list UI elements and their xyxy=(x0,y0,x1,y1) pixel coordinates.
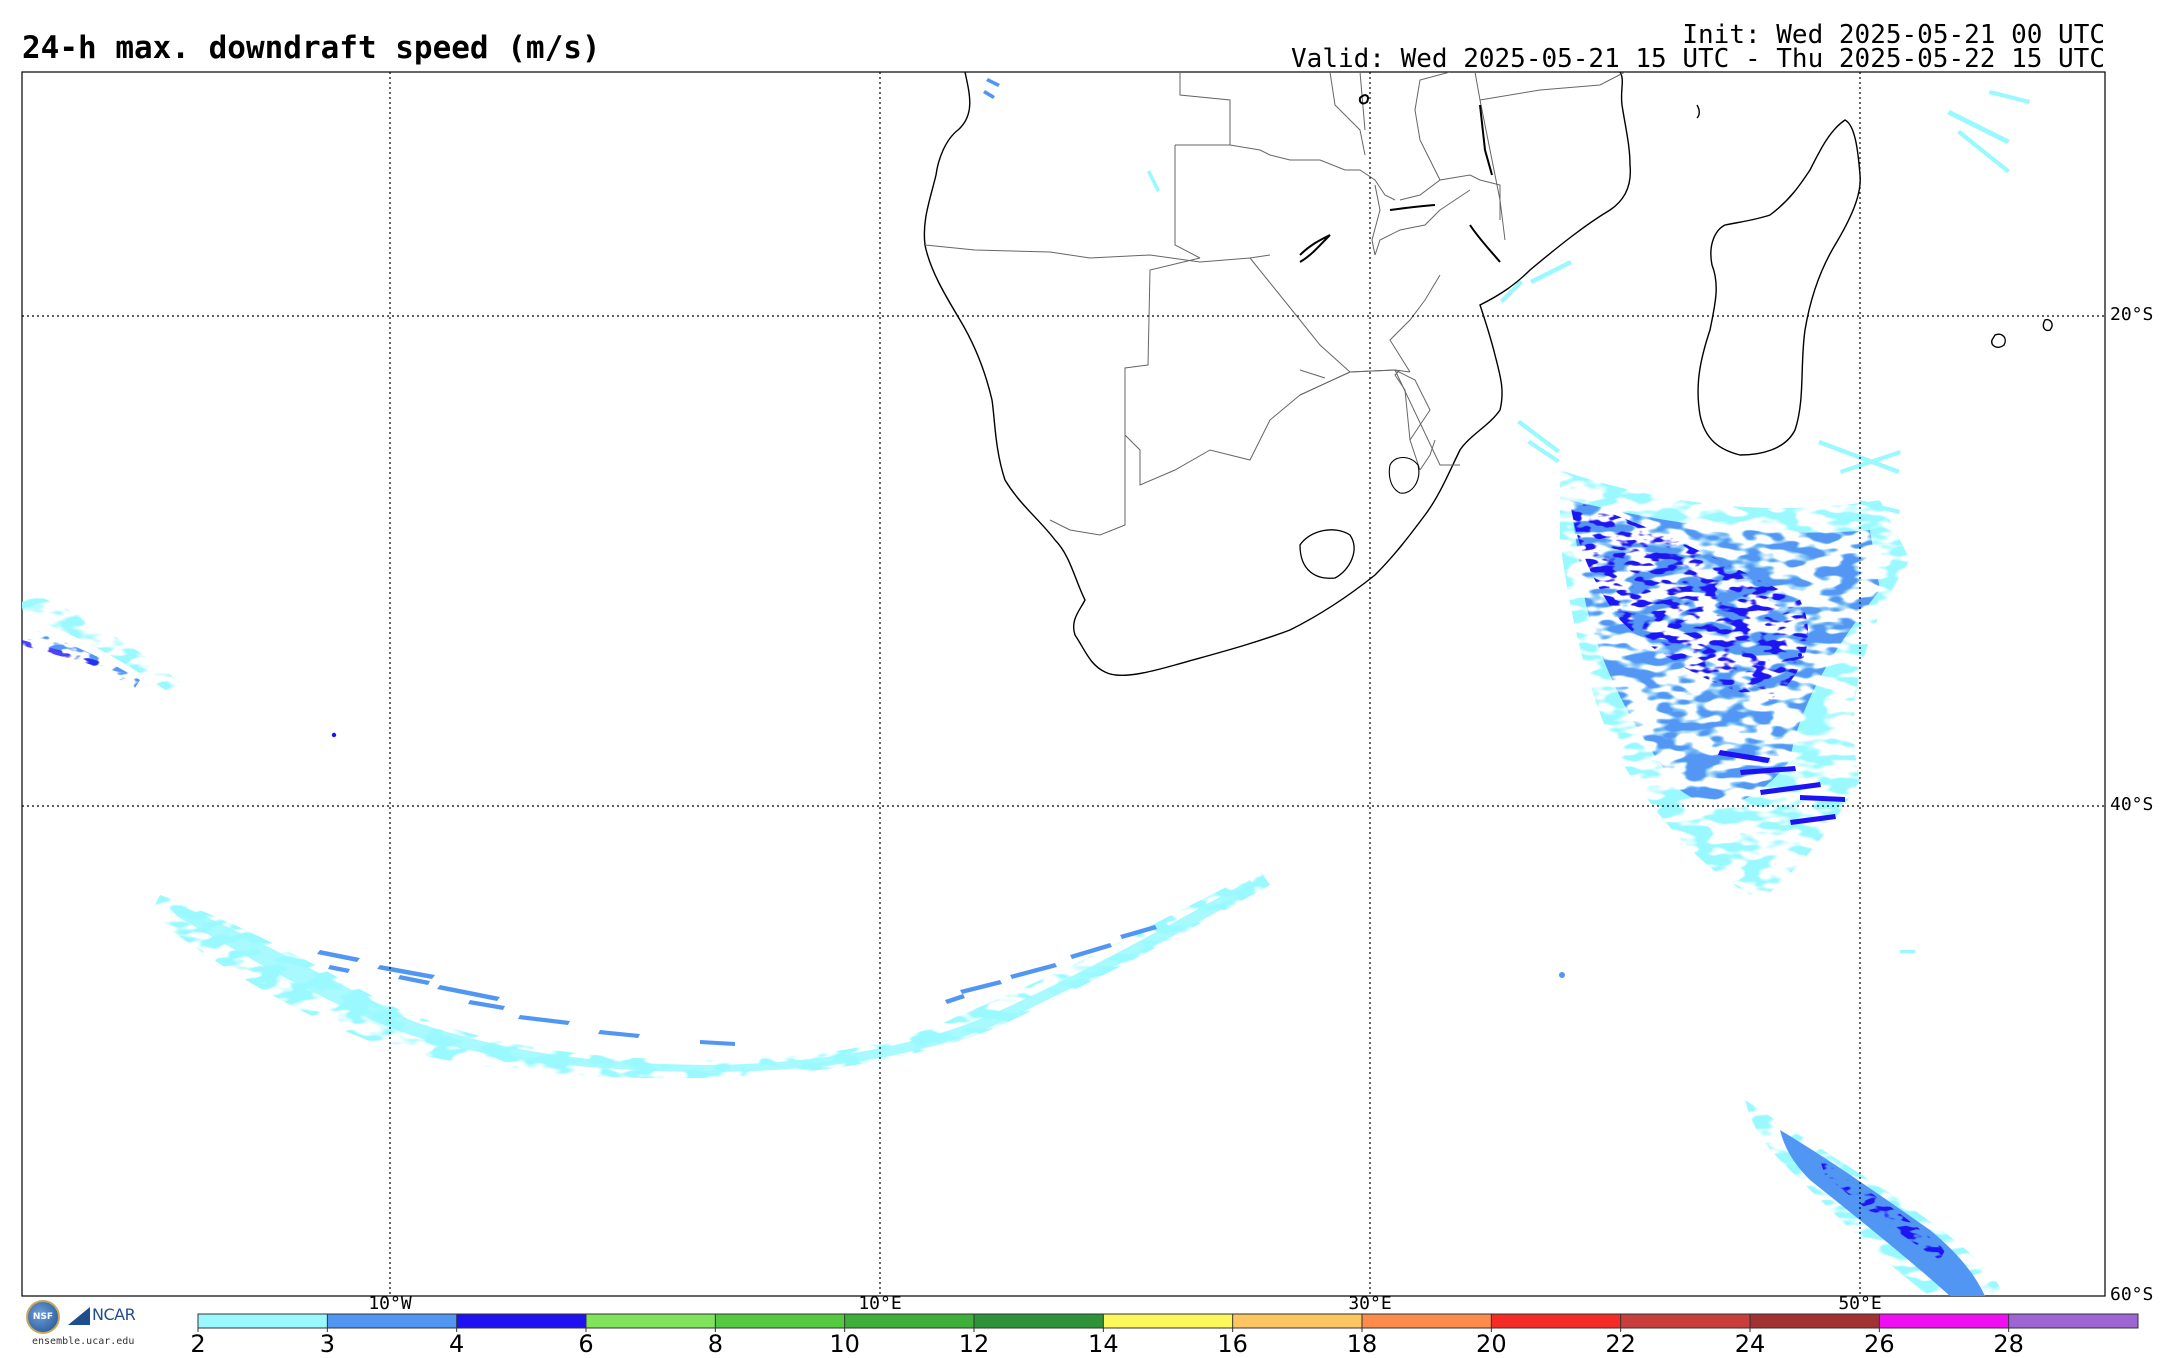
lon-label: 10°E xyxy=(858,1293,902,1314)
colorbar-swatch xyxy=(844,1314,974,1328)
colorbar-label: 28 xyxy=(1993,1330,2024,1358)
colorbar-swatch xyxy=(1362,1314,1492,1328)
lat-label: 40°S xyxy=(2110,794,2154,815)
colorbar-label: 24 xyxy=(1734,1330,1766,1358)
downdraft-patch-west xyxy=(22,590,190,700)
colorbar-swatch xyxy=(1103,1314,1233,1328)
colorbar-swatch xyxy=(327,1314,457,1328)
colorbar-swatch xyxy=(1491,1314,1621,1328)
ncar-wordmark: NCAR xyxy=(92,1305,136,1324)
lat-label: 20°S xyxy=(2110,304,2154,325)
colorbar-label: 26 xyxy=(1864,1330,1895,1358)
downdraft-band-south-atlantic xyxy=(150,870,1270,1079)
lon-label: 50°E xyxy=(1838,1293,1882,1314)
colorbar-label: 4 xyxy=(449,1330,465,1358)
colorbar-swatch xyxy=(198,1314,328,1328)
colorbar-swatch xyxy=(1750,1314,1880,1328)
eswatini-outline xyxy=(1388,456,1420,494)
colorbar-label: 22 xyxy=(1605,1330,1636,1358)
lesotho-outline xyxy=(1299,529,1355,579)
lon-label: 30°E xyxy=(1348,1293,1392,1314)
nsf-logo: NSF xyxy=(26,1300,60,1334)
colorbar-label: 16 xyxy=(1217,1330,1248,1358)
madagascar-outline xyxy=(1697,119,1861,456)
colorbar-outline xyxy=(197,1313,2139,1329)
ncar-logo: NCAR xyxy=(68,1303,178,1331)
colorbar-label: 6 xyxy=(578,1330,594,1358)
colorbar-label: 3 xyxy=(319,1330,335,1358)
colorbar-label: 18 xyxy=(1346,1330,1378,1358)
colorbar-swatch xyxy=(1232,1314,1362,1328)
colorbar xyxy=(197,1313,2139,1332)
downdraft-patch-indian-ocean xyxy=(1560,470,1910,900)
colorbar-swatch xyxy=(2008,1314,2138,1328)
colorbar-label: 20 xyxy=(1476,1330,1507,1358)
coastline-africa xyxy=(923,72,1632,676)
lat-label: 60°S xyxy=(2110,1284,2154,1305)
ncar-triangle-icon xyxy=(68,1307,90,1325)
colorbar-swatch xyxy=(456,1314,586,1328)
map-title: 24-h max. downdraft speed (m/s) xyxy=(22,30,601,66)
colorbar-swatch xyxy=(715,1314,845,1328)
colorbar-label: 14 xyxy=(1088,1330,1119,1358)
logos: NSF NCAR ensemble.ucar.edu xyxy=(22,1300,162,1350)
init-time: Init: Wed 2025-05-21 00 UTC xyxy=(1682,20,2105,50)
downdraft-patch-southeast xyxy=(1745,1100,2005,1296)
colorbar-label: 2 xyxy=(190,1330,206,1358)
downdraft-scattered-cells xyxy=(331,78,2030,978)
colorbar-swatch xyxy=(1620,1314,1750,1328)
country-borders xyxy=(924,72,1626,536)
lon-label: 10°W xyxy=(368,1293,412,1314)
islands xyxy=(1696,104,2053,348)
lakes xyxy=(1299,94,1501,263)
colorbar-swatch xyxy=(974,1314,1104,1328)
valid-time: Valid: Wed 2025-05-21 15 UTC - Thu 2025-… xyxy=(1291,44,2105,74)
colorbar-swatch xyxy=(1879,1314,2009,1328)
site-url: ensemble.ucar.edu xyxy=(32,1336,135,1347)
graticule xyxy=(22,72,2105,1296)
colorbar-swatch xyxy=(586,1314,716,1328)
colorbar-label: 8 xyxy=(707,1330,723,1358)
colorbar-label: 12 xyxy=(958,1330,990,1358)
colorbar-label: 10 xyxy=(829,1330,860,1358)
